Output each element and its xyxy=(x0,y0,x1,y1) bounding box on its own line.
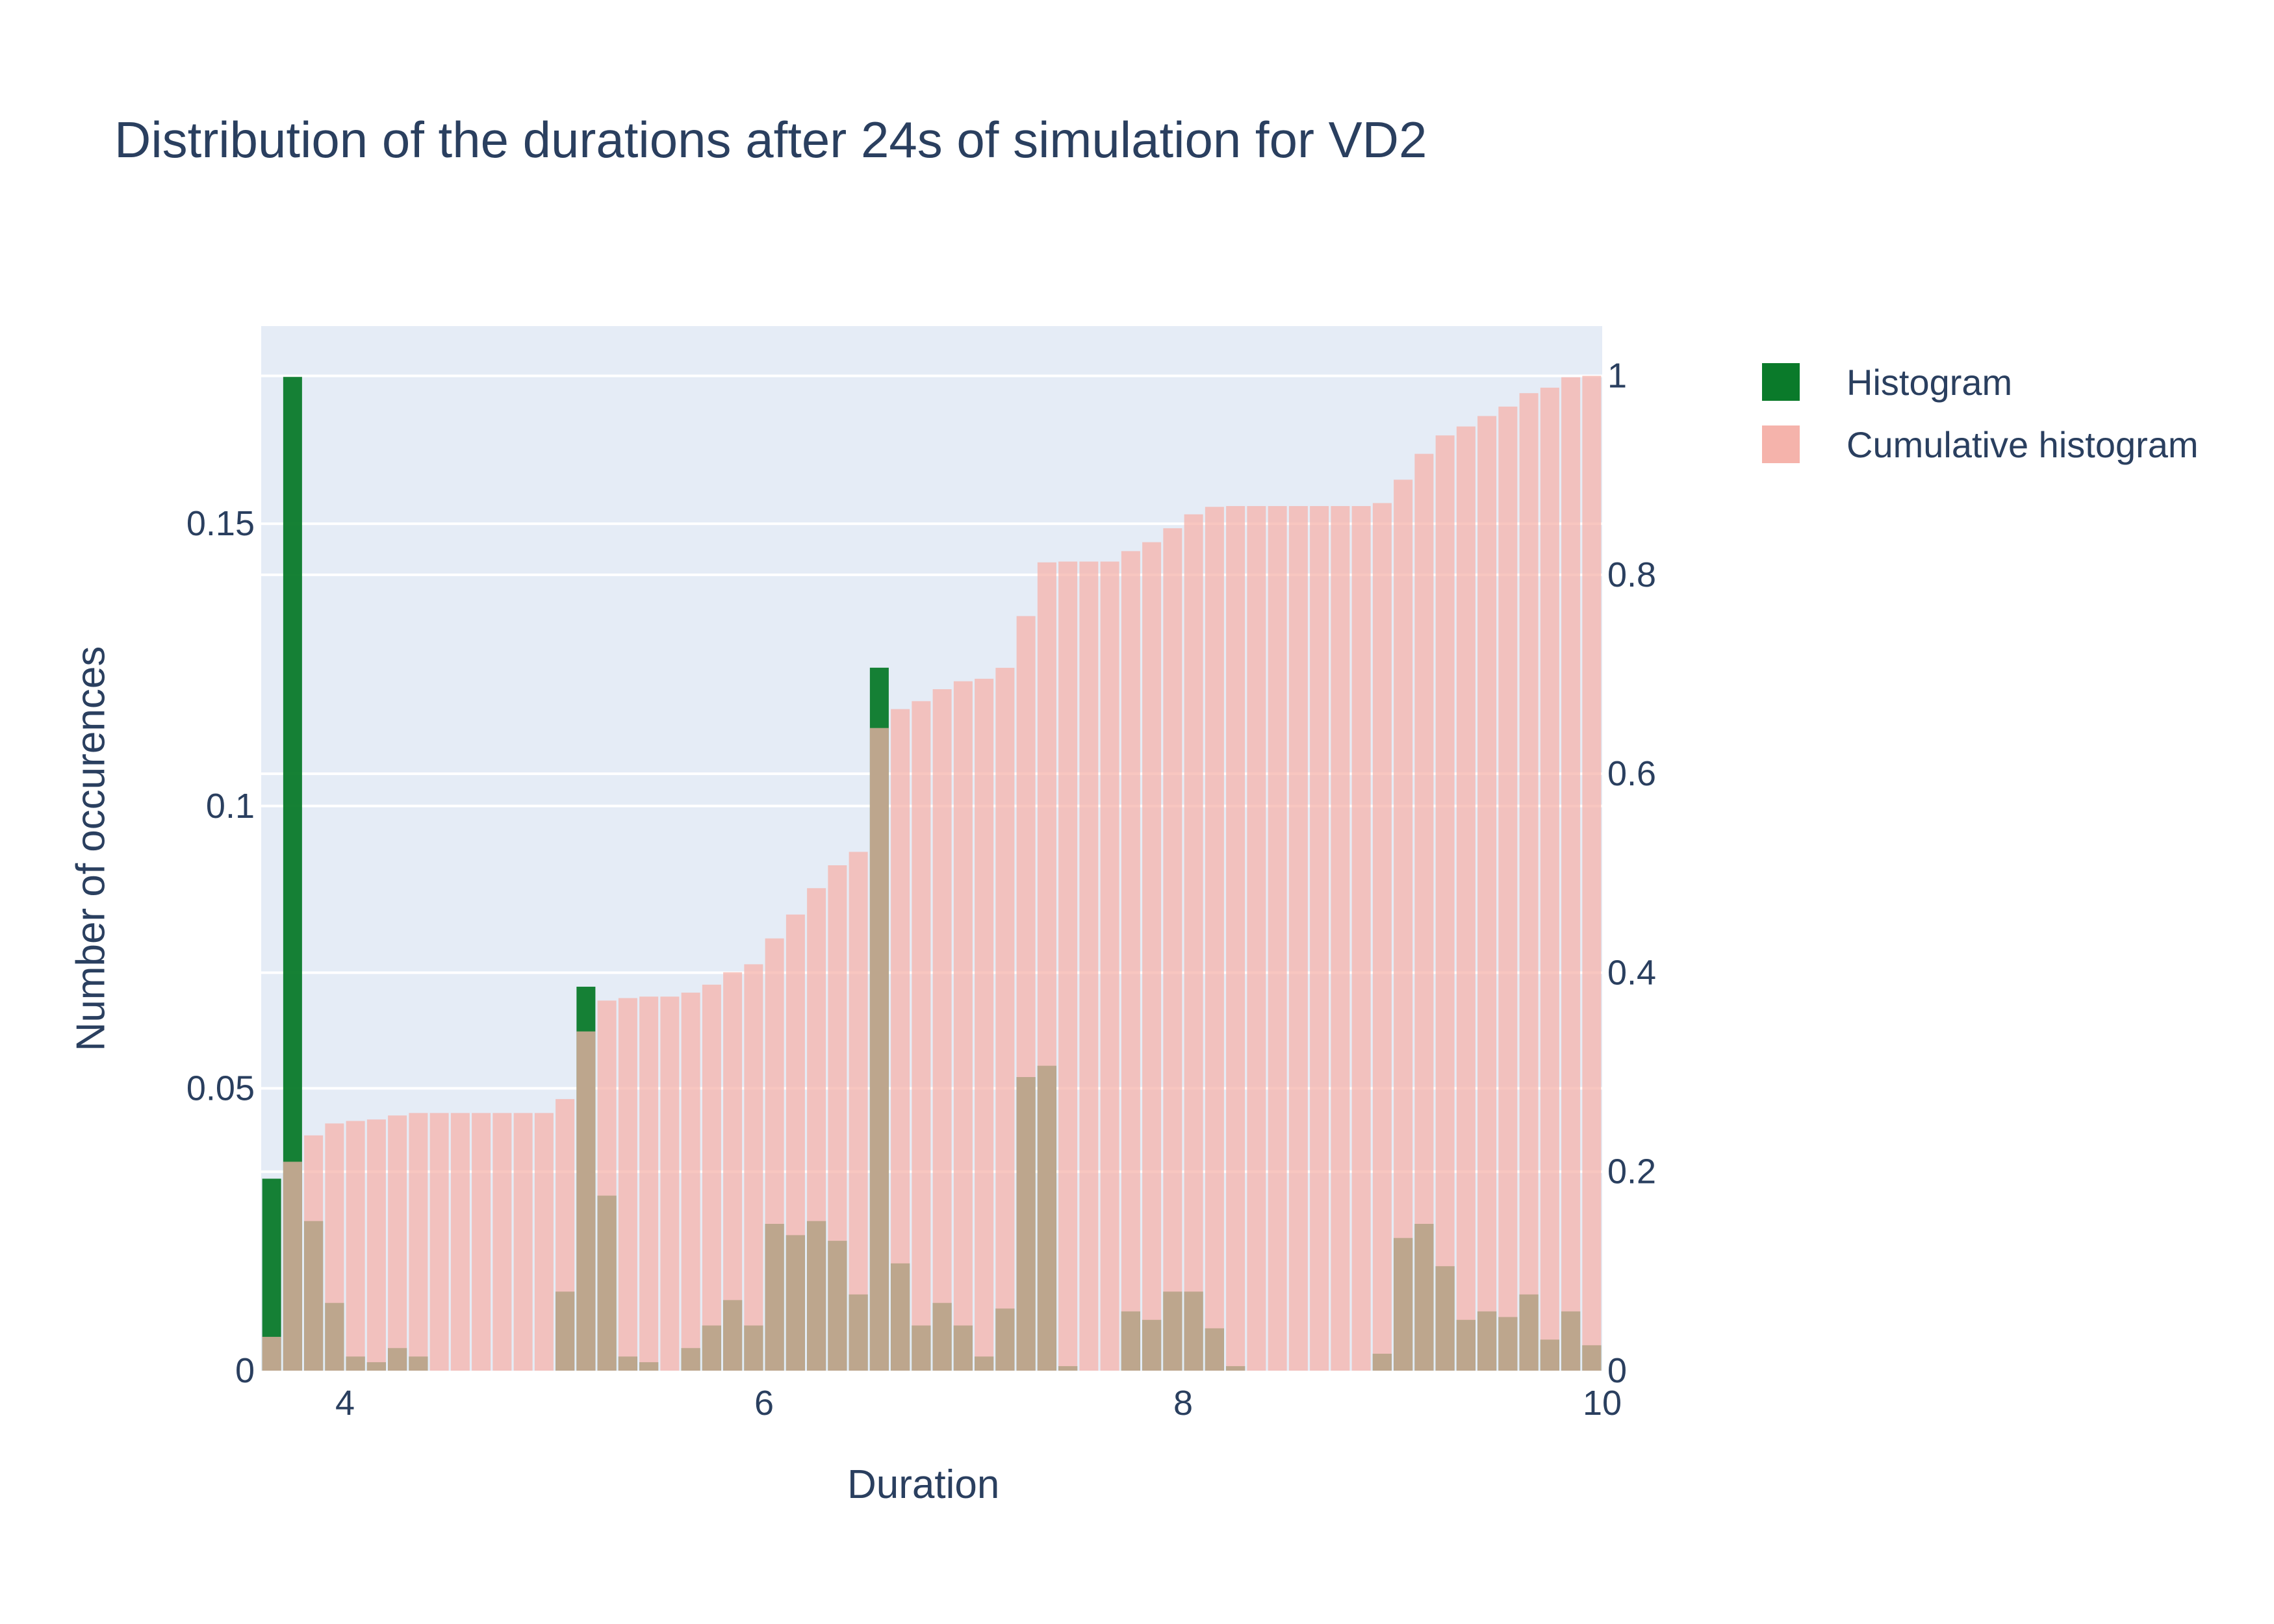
cumulative-bar xyxy=(660,996,680,1371)
cumulative-bar xyxy=(765,938,784,1371)
cumulative-bar xyxy=(807,888,826,1371)
y-tick-label: 0.1 xyxy=(206,787,255,826)
cumulative-bar xyxy=(995,668,1015,1371)
cumulative-bar xyxy=(975,678,994,1371)
legend-label-cumulative: Cumulative histogram xyxy=(1846,424,2199,465)
cumulative-bar xyxy=(1184,514,1203,1371)
cumulative-bar xyxy=(1540,387,1559,1371)
x-tick-label: 10 xyxy=(1583,1384,1622,1423)
cumulative-bar xyxy=(1561,377,1581,1371)
cumulative-bar xyxy=(744,964,763,1371)
x-axis-title: Duration xyxy=(847,1462,1000,1507)
cumulative-bar xyxy=(849,852,868,1371)
cumulative-bar xyxy=(1519,393,1539,1371)
cumulative-bar xyxy=(1016,616,1036,1371)
cumulative-bar xyxy=(891,709,910,1371)
cumulative-bar xyxy=(325,1123,344,1371)
cumulative-bar xyxy=(556,1098,575,1371)
y-axis-title: Number of occurences xyxy=(68,646,114,1052)
cumulative-bar xyxy=(702,984,721,1371)
y2-tick-label: 0.8 xyxy=(1607,555,1656,594)
cumulative-bar xyxy=(1226,506,1246,1371)
cumulative-bar xyxy=(1121,551,1140,1371)
cumulative-bar xyxy=(912,701,931,1371)
x-tick-label: 4 xyxy=(335,1384,355,1423)
chart-title: Distribution of the durations after 24s … xyxy=(114,111,1427,168)
legend-swatch-histogram xyxy=(1762,363,1800,401)
cumulative-bar xyxy=(534,1113,554,1371)
cumulative-bar xyxy=(639,996,659,1371)
x-tick-label: 6 xyxy=(754,1384,774,1423)
cumulative-bar xyxy=(786,914,805,1371)
cumulative-bar xyxy=(1351,506,1371,1371)
cumulative-bar xyxy=(1477,416,1497,1371)
y2-tick-label: 0 xyxy=(1607,1351,1627,1390)
cumulative-bar xyxy=(1247,506,1266,1371)
cumulative-bar xyxy=(723,972,743,1371)
cumulative-bar xyxy=(869,728,889,1371)
cumulative-bar xyxy=(409,1113,428,1371)
cumulative-bar xyxy=(388,1115,407,1371)
cumulative-bar xyxy=(1498,406,1518,1371)
cumulative-bar xyxy=(513,1113,533,1371)
cumulative-bar xyxy=(1394,479,1413,1371)
y2-tick-label: 0.6 xyxy=(1607,754,1656,793)
cumulative-bar xyxy=(1288,506,1308,1371)
cumulative-bar xyxy=(953,681,973,1371)
cumulative-bar xyxy=(1372,503,1392,1371)
legend-swatch-cumulative xyxy=(1762,425,1800,463)
cumulative-bar xyxy=(492,1113,512,1371)
x-tick-label: 8 xyxy=(1173,1384,1193,1423)
cumulative-bar xyxy=(429,1113,449,1371)
legend: Histogram Cumulative histogram xyxy=(1762,351,2199,476)
legend-label-histogram: Histogram xyxy=(1846,361,2013,403)
cumulative-bar xyxy=(450,1113,470,1371)
y2-tick-label: 1 xyxy=(1607,357,1627,396)
cumulative-bar xyxy=(262,1336,281,1371)
cumulative-bar xyxy=(1331,506,1350,1371)
cumulative-bar xyxy=(1037,562,1056,1371)
y2-tick-label: 0.2 xyxy=(1607,1152,1656,1191)
cumulative-bar xyxy=(1079,561,1099,1371)
cumulative-bar xyxy=(366,1119,386,1371)
cumulative-bar xyxy=(1435,435,1455,1371)
cumulative-bar xyxy=(576,1031,596,1371)
cumulative-bar xyxy=(283,1161,302,1371)
cumulative-bar xyxy=(1414,453,1434,1371)
cumulative-bar xyxy=(472,1113,491,1371)
y-tick-label: 0.15 xyxy=(186,504,255,543)
legend-item-cumulative[interactable]: Cumulative histogram xyxy=(1762,413,2199,476)
cumulative-bar xyxy=(618,998,637,1371)
cumulative-bar xyxy=(1058,561,1078,1371)
cumulative-bar xyxy=(1268,506,1287,1371)
cumulative-bar xyxy=(828,865,847,1371)
cumulative-bar xyxy=(1100,561,1119,1371)
cumulative-bar xyxy=(932,689,952,1371)
cumulative-bar xyxy=(1582,375,1602,1371)
y2-tick-label: 0.4 xyxy=(1607,953,1656,992)
cumulative-bar xyxy=(681,993,700,1371)
y-tick-label: 0 xyxy=(235,1351,255,1390)
y-tick-label: 0.05 xyxy=(186,1069,255,1108)
cumulative-bar xyxy=(304,1135,324,1371)
legend-item-histogram[interactable]: Histogram xyxy=(1762,351,2199,413)
cumulative-bar xyxy=(1456,426,1476,1371)
cumulative-bar xyxy=(346,1121,365,1371)
cumulative-bar xyxy=(1310,506,1329,1371)
cumulative-bar xyxy=(1163,528,1182,1371)
cumulative-bar xyxy=(597,1000,617,1371)
cumulative-bar xyxy=(1142,542,1162,1371)
cumulative-bar xyxy=(1205,507,1224,1371)
